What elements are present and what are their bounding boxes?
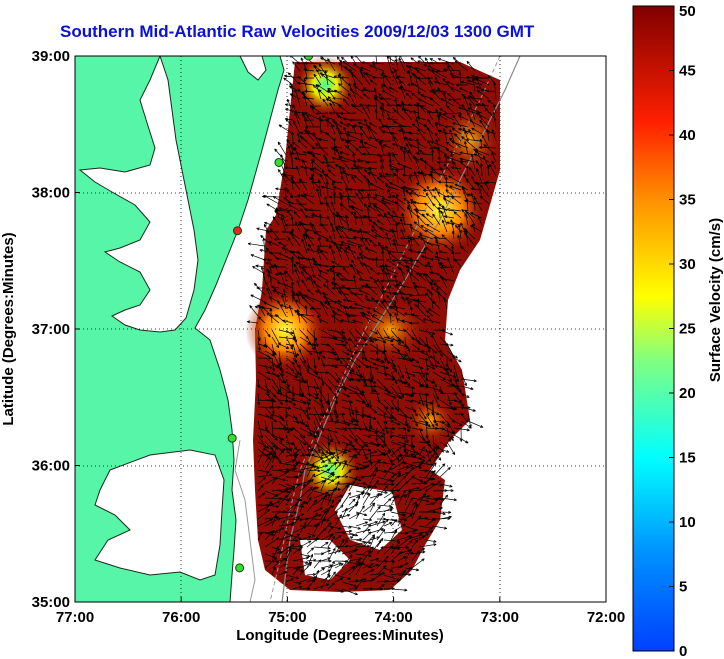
radar-stations — [227, 56, 314, 573]
x-axis-label: Longitude (Degrees:Minutes) — [236, 627, 444, 644]
velocity-hotspot — [245, 290, 325, 370]
colorbar-tick-label: 5 — [679, 579, 687, 596]
bathymetry-contour — [234, 439, 256, 602]
velocity-hotspot — [300, 440, 360, 500]
colorbar-tick-label: 50 — [679, 3, 696, 20]
velocity-vectors — [246, 56, 497, 596]
radar-station-marker — [304, 56, 314, 61]
radar-station-marker — [227, 433, 237, 443]
y-axis-ticks: 35:00 36:00 37:00 38:00 39:00 — [32, 48, 80, 611]
colorbar-tick-label: 15 — [679, 450, 696, 467]
chesapeake-bay — [78, 56, 199, 333]
x-tick-label: 72:00 — [587, 609, 625, 626]
velocity-hotspot — [295, 56, 355, 115]
y-tick-label: 35:00 — [32, 594, 70, 611]
colorbar-tick-label: 20 — [679, 385, 696, 402]
y-tick-label: 37:00 — [32, 321, 70, 338]
colorbar-tick-label: 0 — [679, 643, 687, 659]
colorbar-tick-label: 10 — [679, 514, 696, 531]
y-tick-label: 39:00 — [32, 48, 70, 65]
colorbar-tick-label: 25 — [679, 321, 696, 338]
x-tick-label: 74:00 — [374, 609, 412, 626]
field-gap — [460, 290, 470, 310]
x-tick-label: 76:00 — [162, 609, 200, 626]
colorbar — [632, 5, 675, 652]
radar-station-marker — [235, 563, 245, 573]
y-tick-label: 38:00 — [32, 185, 70, 202]
pamlico-sound — [94, 449, 225, 581]
colorbar-tick-label: 35 — [679, 192, 696, 209]
colorbar-tick-label: 30 — [679, 256, 696, 273]
y-axis-label: Latitude (Degrees:Minutes) — [0, 232, 17, 425]
x-tick-label: 77:00 — [56, 609, 94, 626]
x-tick-label: 73:00 — [481, 609, 519, 626]
grid — [75, 56, 606, 602]
colorbar-tick-label: 45 — [679, 63, 696, 80]
x-axis-ticks: 77:00 76:00 75:00 74:00 73:00 72:00 — [56, 597, 625, 626]
y-tick-label: 36:00 — [32, 458, 70, 475]
x-tick-label: 75:00 — [268, 609, 306, 626]
map-title: Southern Mid-Atlantic Raw Velocities 200… — [60, 22, 535, 41]
colorbar-tick-label: 40 — [679, 127, 696, 144]
radar-station-marker — [232, 226, 242, 236]
colorbar-ticks: 0 5 10 15 20 25 30 35 40 45 50 — [669, 3, 696, 659]
radar-station-marker — [274, 157, 284, 167]
colorbar-label: Surface Velocity (cm/s) — [707, 218, 724, 382]
delaware-bay — [239, 56, 267, 81]
